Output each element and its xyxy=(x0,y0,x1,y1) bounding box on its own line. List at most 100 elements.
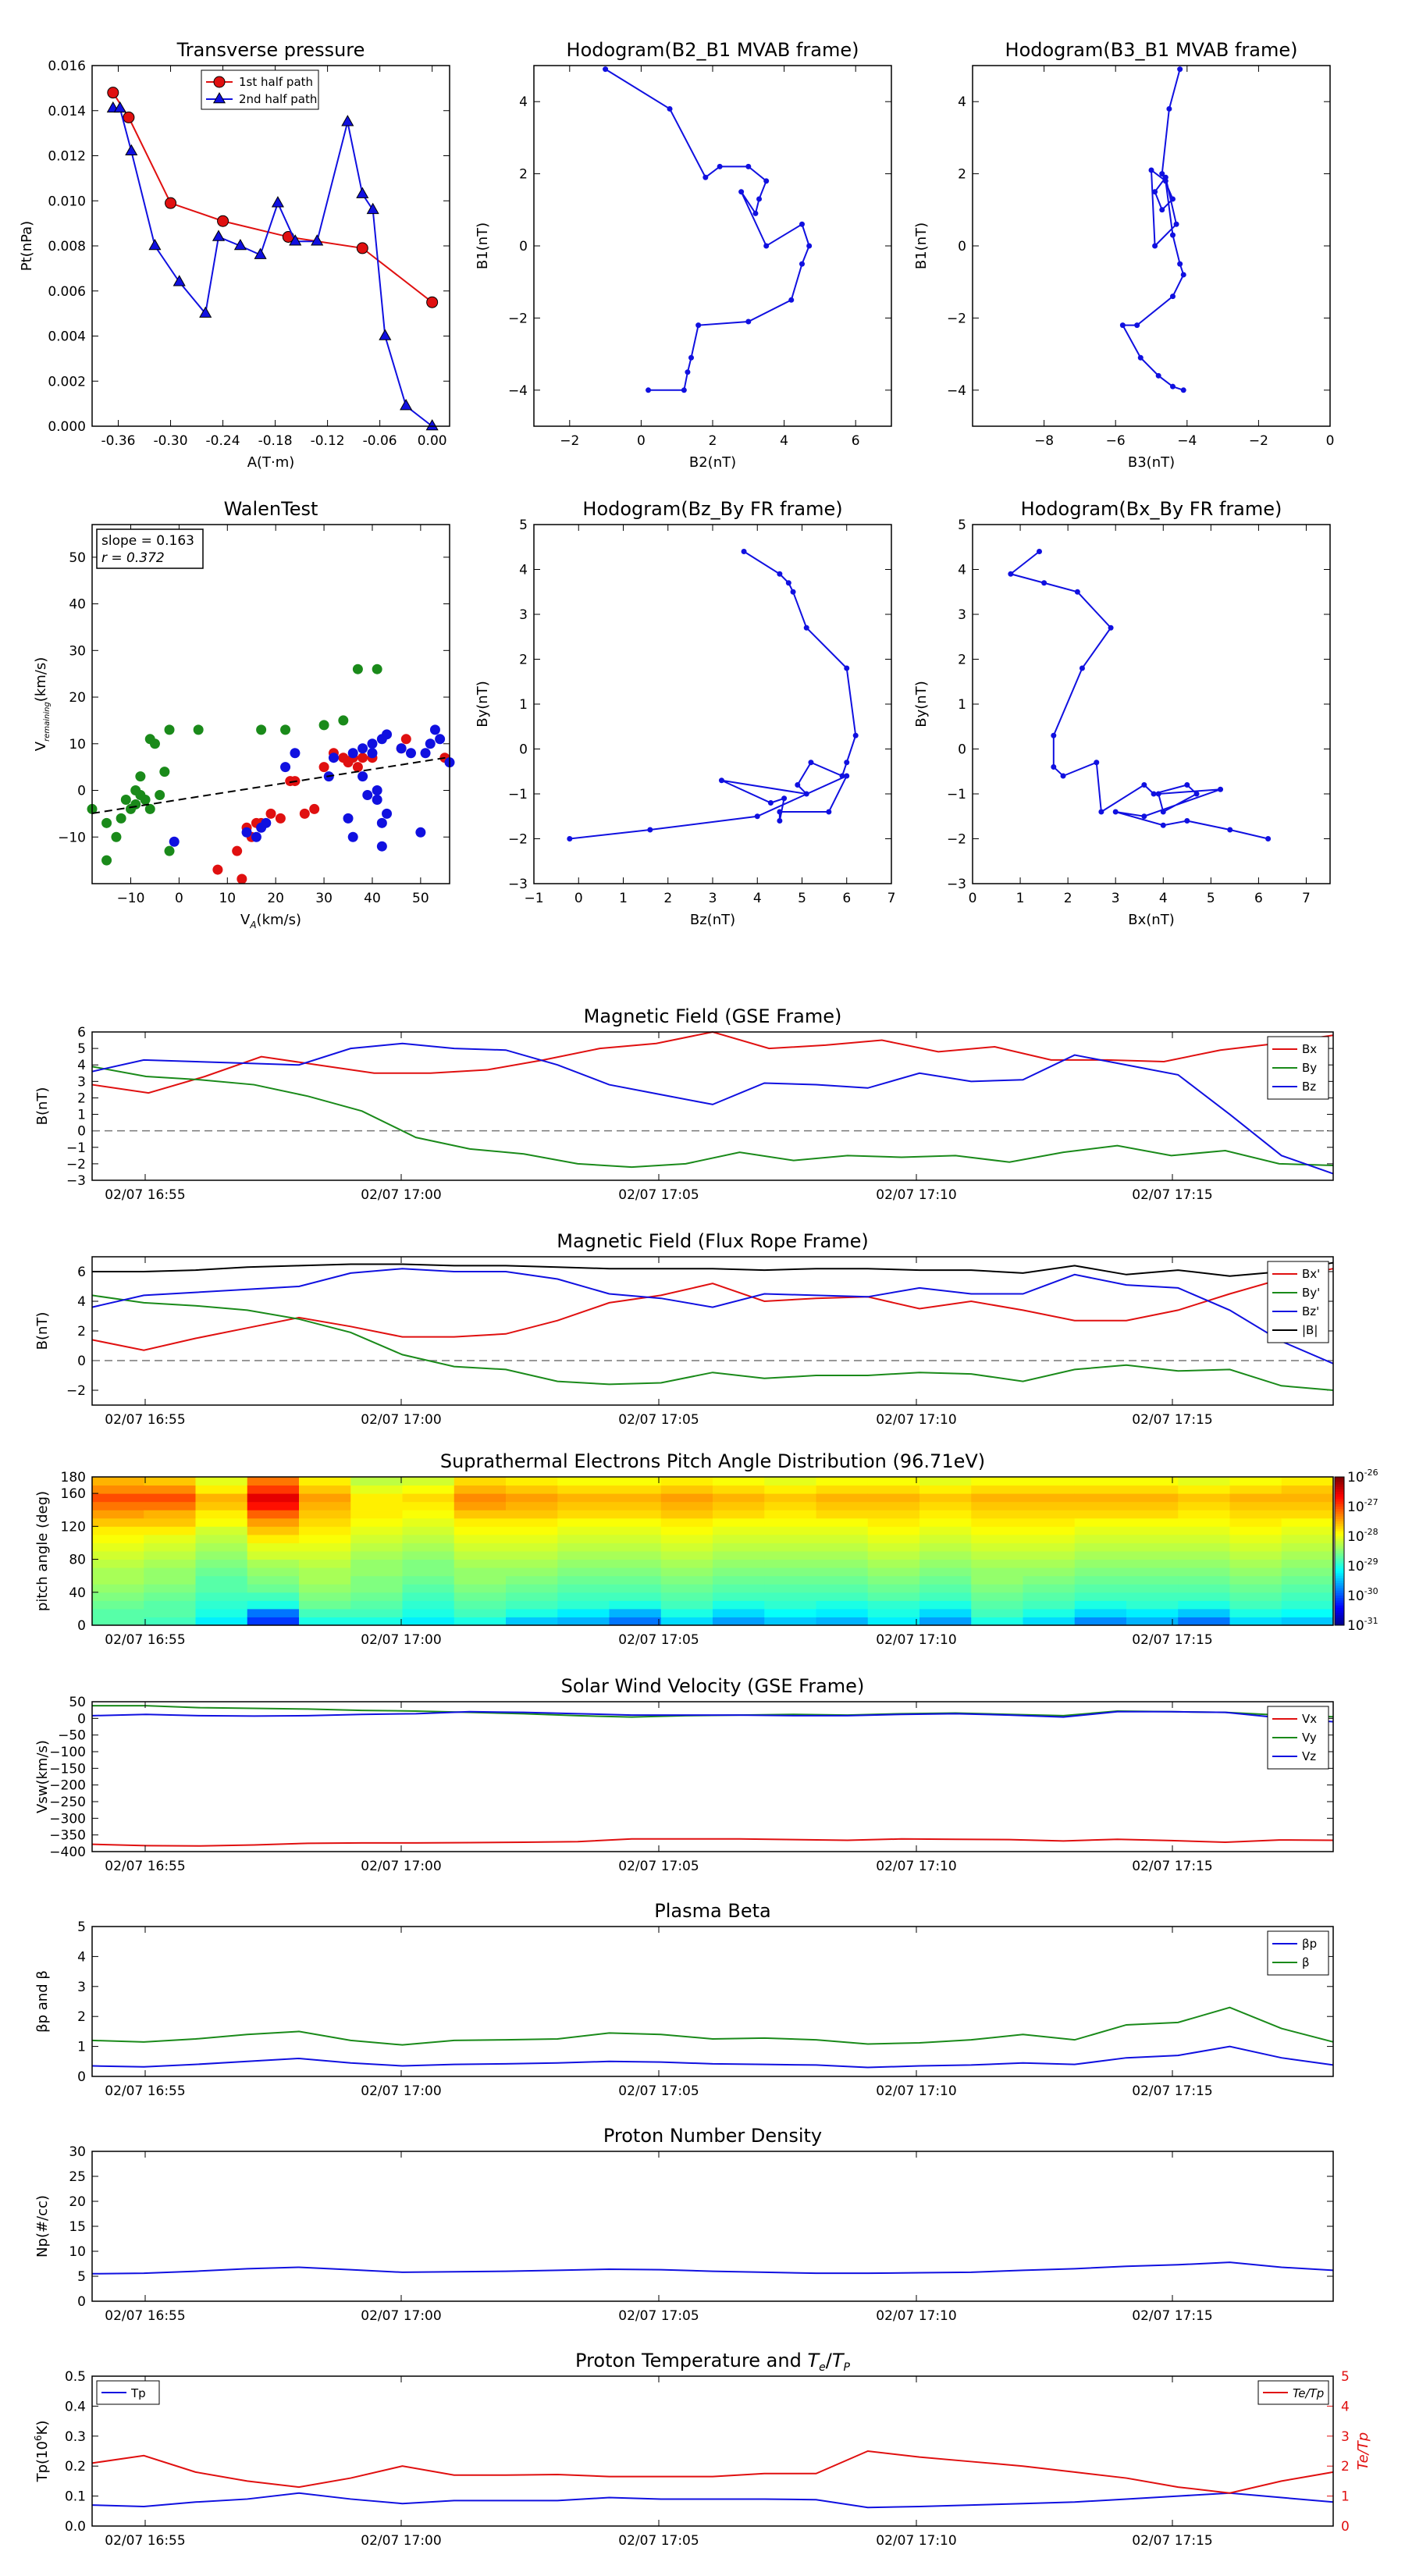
heatmap-cell xyxy=(247,1501,300,1510)
data-point-red xyxy=(352,762,363,773)
data-point-blue xyxy=(429,724,440,735)
series-line-0 xyxy=(112,92,433,303)
y-axis-label-main: V xyxy=(33,741,49,751)
heatmap-cell xyxy=(660,1477,713,1486)
heatmap-cell xyxy=(919,1485,972,1494)
y-tick-label: 5 xyxy=(77,1041,86,1057)
data-point xyxy=(763,178,770,184)
y-tick-label: 0 xyxy=(77,2294,86,2310)
legend-label: Bx xyxy=(1302,1042,1317,1056)
heatmap-cell xyxy=(609,1501,662,1510)
heatmap-cell xyxy=(1023,1493,1076,1503)
heatmap-cell xyxy=(919,1617,972,1626)
data-point xyxy=(1184,782,1190,788)
data-point-green xyxy=(111,831,122,842)
heatmap-cell xyxy=(1229,1600,1282,1610)
y-tick-label: 0.012 xyxy=(48,149,86,165)
colorbar-tick-base: 10 xyxy=(1347,1500,1364,1515)
heatmap-cell xyxy=(1126,1559,1179,1568)
heatmap-cell xyxy=(1074,1567,1127,1577)
x-tick-label: 0 xyxy=(637,433,646,449)
heatmap-cell xyxy=(350,1575,403,1585)
heatmap-cell xyxy=(195,1608,248,1617)
heatmap-cell xyxy=(195,1592,248,1601)
y-axis-label: B(nT) xyxy=(34,1087,51,1126)
y-tick-label: 20 xyxy=(69,2194,86,2210)
y-tick-label: 120 xyxy=(61,1519,86,1535)
y-tick-label: 6 xyxy=(77,1025,86,1041)
heatmap-cell xyxy=(1126,1510,1179,1519)
y2-tick-label: 1 xyxy=(1341,2489,1350,2505)
colorbar-segment xyxy=(1335,1592,1344,1596)
heatmap-cell xyxy=(660,1551,713,1560)
colorbar-segment xyxy=(1335,1518,1344,1522)
heatmap-cell xyxy=(402,1510,455,1519)
plot-frame xyxy=(533,524,892,884)
heatmap-cell xyxy=(609,1517,662,1527)
legend-label: β xyxy=(1302,1955,1310,1969)
heatmap-cell xyxy=(971,1600,1023,1610)
heatmap-cell xyxy=(971,1567,1023,1577)
data-point xyxy=(667,105,673,112)
colorbar-tick-base: 10 xyxy=(1347,1559,1364,1574)
colorbar-frame xyxy=(1334,1476,1345,1626)
data-point xyxy=(1169,383,1176,390)
heatmap-cell xyxy=(867,1551,920,1560)
x-tick-label: 4 xyxy=(1159,891,1168,906)
x-tick-label: 0 xyxy=(175,891,183,906)
heatmap-cell xyxy=(1023,1617,1076,1626)
heatmap-cell xyxy=(1023,1517,1076,1527)
heatmap-cell xyxy=(506,1510,558,1519)
heatmap-cell xyxy=(350,1477,403,1486)
y-tick-label: 5 xyxy=(77,1920,86,1935)
heatmap-cell xyxy=(971,1477,1023,1486)
heatmap-cell xyxy=(1281,1559,1334,1568)
data-point xyxy=(1141,782,1147,788)
heatmap-cell xyxy=(867,1501,920,1510)
data-point xyxy=(148,238,162,251)
heatmap-cell xyxy=(660,1584,713,1593)
heatmap-cell xyxy=(816,1501,869,1510)
heatmap-cell xyxy=(350,1551,403,1560)
heatmap-cell xyxy=(454,1542,507,1552)
data-point-blue xyxy=(372,794,382,805)
data-point xyxy=(217,215,229,227)
y-tick-label: 50 xyxy=(69,1695,86,1710)
y2-tick-label: 3 xyxy=(1341,2429,1350,2445)
data-point xyxy=(165,197,177,209)
heatmap-cell xyxy=(816,1600,869,1610)
heatmap-cell xyxy=(92,1493,144,1503)
heatmap-cell xyxy=(402,1542,455,1552)
heatmap-cell xyxy=(1178,1517,1230,1527)
x-tick-label: 0.00 xyxy=(418,433,447,449)
heatmap-cell xyxy=(919,1559,972,1568)
heatmap-cell xyxy=(299,1493,351,1503)
colorbar-tick-base: 10 xyxy=(1347,1618,1364,1634)
heatmap-cell xyxy=(713,1567,765,1577)
heatmap-cell xyxy=(867,1517,920,1527)
colorbar-segment xyxy=(1335,1486,1344,1490)
heatmap-cell xyxy=(144,1575,196,1585)
data-point-green xyxy=(140,794,151,805)
colorbar-segment xyxy=(1335,1511,1344,1514)
x-tick-label: 02/07 16:55 xyxy=(105,2308,185,2324)
x-tick-label: 0 xyxy=(574,891,583,906)
heatmap-cell xyxy=(454,1485,507,1494)
heatmap-cell xyxy=(1229,1517,1282,1527)
heatmap-cell xyxy=(867,1510,920,1519)
colorbar-segment xyxy=(1335,1482,1344,1485)
heatmap-cell xyxy=(764,1477,816,1486)
legend-label: Bz xyxy=(1302,1080,1316,1094)
heatmap-cell xyxy=(299,1559,351,1568)
data-point-blue xyxy=(435,734,446,745)
colorbar-segment xyxy=(1335,1617,1344,1621)
heatmap-cell xyxy=(350,1592,403,1601)
legend-label: 1st half path xyxy=(239,75,313,89)
y-axis-label: Tp(106K) xyxy=(33,2421,51,2483)
y-tick-label: 0.008 xyxy=(48,239,86,254)
heatmap-cell xyxy=(92,1600,144,1610)
data-point xyxy=(738,189,745,195)
heatmap-cell xyxy=(1023,1567,1076,1577)
y-tick-label: 3 xyxy=(958,607,966,623)
data-point xyxy=(356,242,368,254)
